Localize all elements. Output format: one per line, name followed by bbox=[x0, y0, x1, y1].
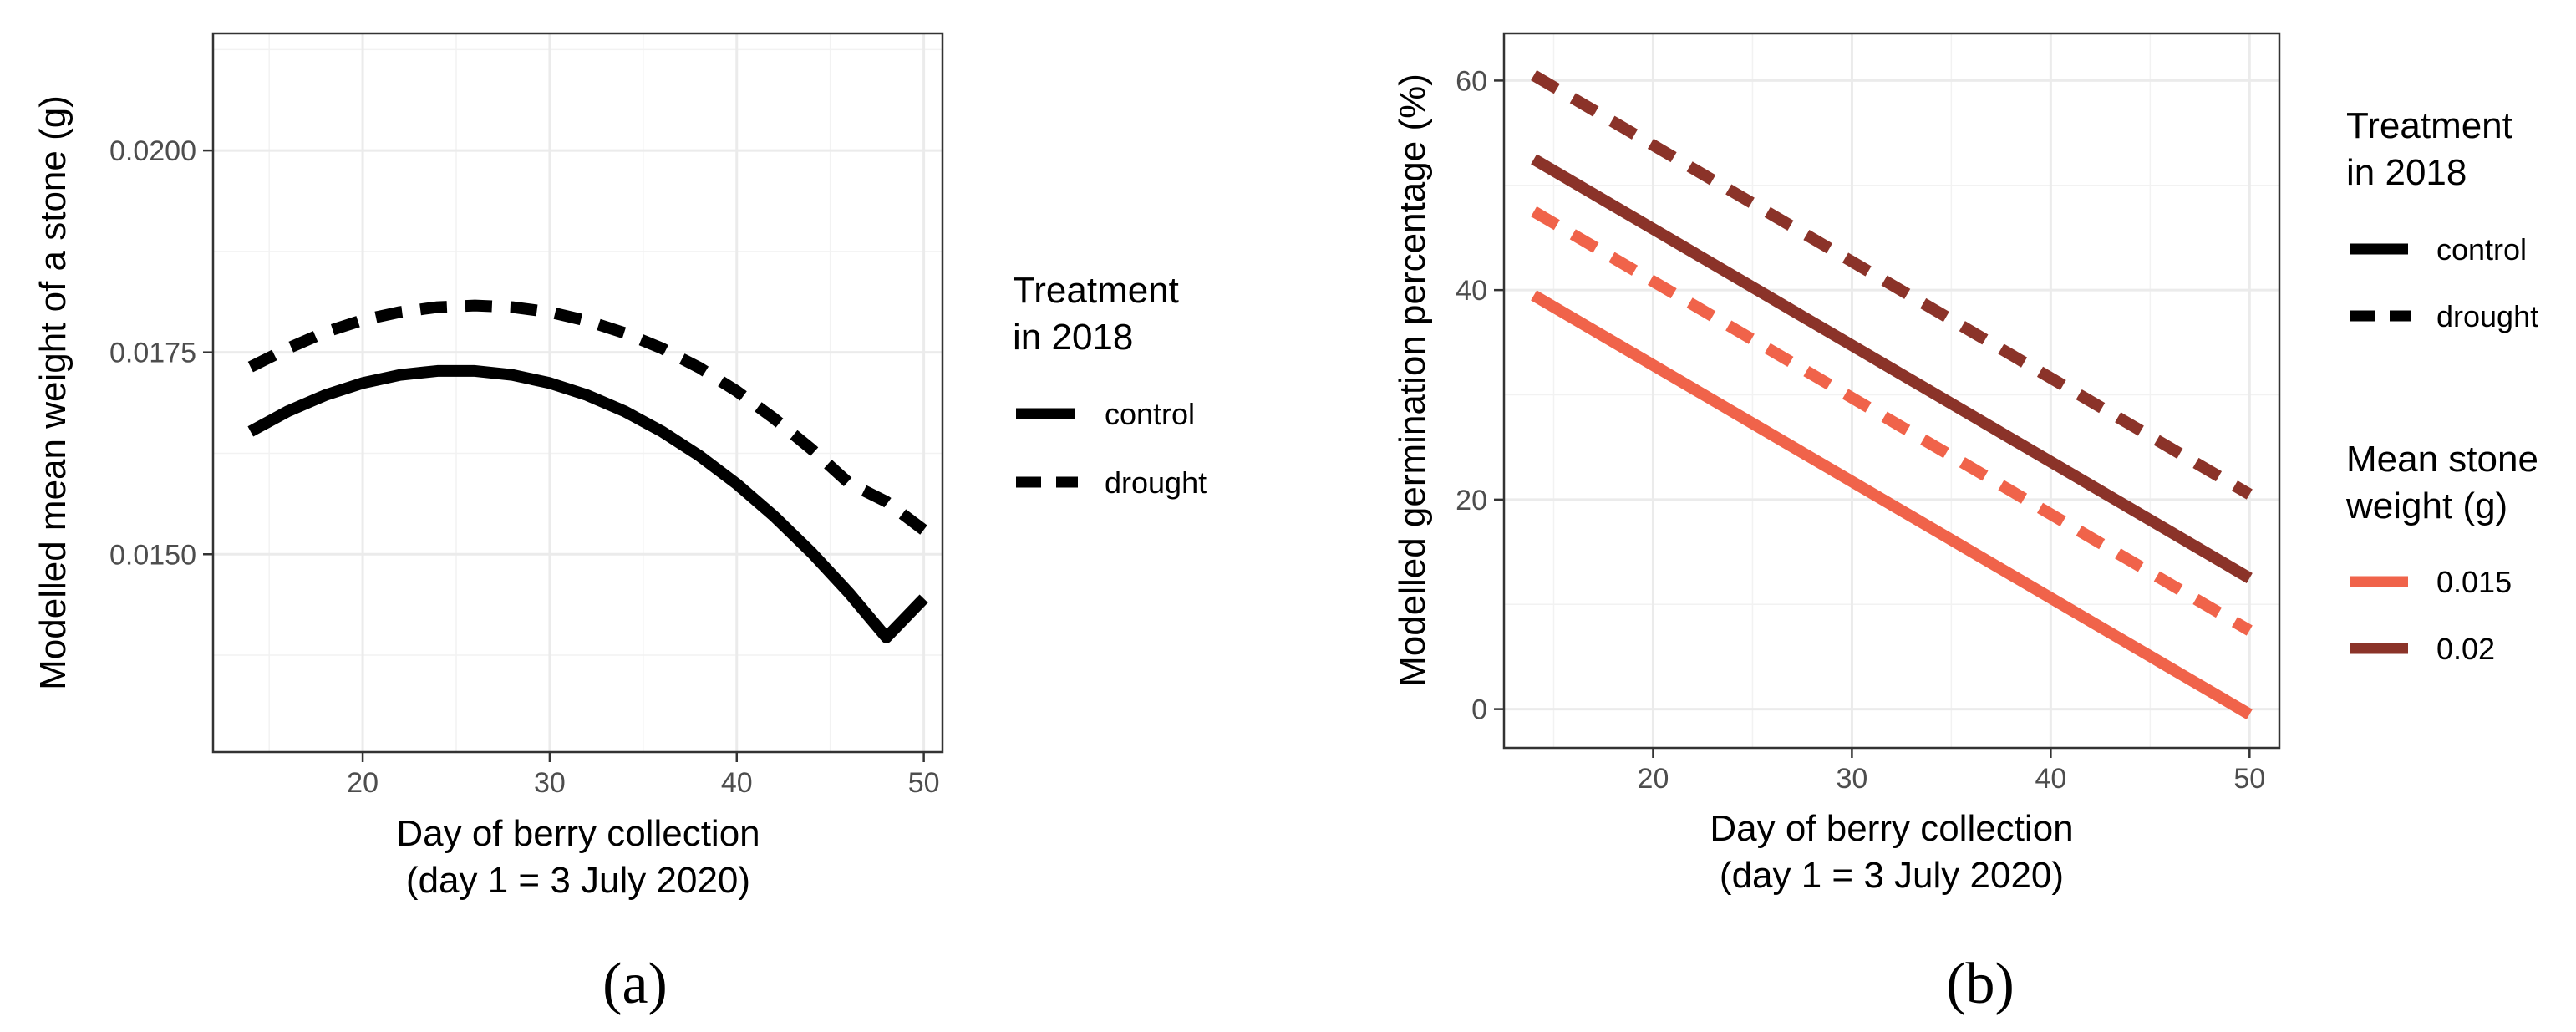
chart-b-plot-border bbox=[1502, 32, 2281, 750]
chart-b-x-tick-label: 20 bbox=[1638, 763, 1669, 795]
chart-b-x-axis-title-line1: Day of berry collection bbox=[1710, 808, 2073, 849]
chart-a-y-tick-label: 0.0175 bbox=[109, 338, 196, 369]
chart-a-x-tick-label: 40 bbox=[721, 767, 753, 799]
chart-a-series-drought bbox=[247, 299, 927, 535]
chart-b-panel-label: (b) bbox=[1946, 952, 2015, 1016]
chart-a-x-tick-label: 20 bbox=[347, 767, 379, 799]
chart-b-legend-title2-line2: weight (g) bbox=[2345, 485, 2507, 526]
chart-a-series bbox=[247, 299, 928, 643]
chart-b-x-tick-label: 50 bbox=[2233, 763, 2265, 795]
chart-b-series bbox=[1531, 70, 2253, 719]
chart-a-legend-title-line2: in 2018 bbox=[1013, 317, 1133, 358]
chart-b-series-control-0.015 bbox=[1531, 290, 2253, 719]
chart-a-legend-title-line1: Treatment bbox=[1013, 270, 1179, 311]
chart-b-series-control-0.02 bbox=[1531, 154, 2253, 583]
chart-a-legend-label-drought: drought bbox=[1105, 465, 1207, 500]
chart-b-legend-label-0.015: 0.015 bbox=[2436, 565, 2512, 599]
chart-b-legend-label-drought: drought bbox=[2436, 299, 2538, 333]
chart-b-legend-label-0.02: 0.02 bbox=[2436, 632, 2495, 666]
chart-a-legend-label-control: control bbox=[1105, 397, 1195, 431]
chart-a-y-tick-label: 0.0150 bbox=[109, 539, 196, 571]
chart-b-ticks: 20 30 40 50 0 20 40 60 bbox=[1456, 65, 2265, 795]
chart-a-plot-border bbox=[211, 32, 944, 754]
chart-b-x-axis-title-line2: (day 1 = 3 July 2020) bbox=[1720, 855, 2064, 896]
chart-b-gridlines bbox=[1504, 33, 2279, 748]
chart-b: 20 30 40 50 0 20 40 60 Modelled germination per… bbox=[1392, 32, 2538, 1016]
chart-b-legend: Treatment in 2018 control drought Mean s… bbox=[2345, 105, 2538, 666]
chart-a-panel-label: (a) bbox=[602, 952, 668, 1016]
chart-a-x-tick-label: 30 bbox=[534, 767, 566, 799]
chart-b-legend-title-line1: Treatment bbox=[2346, 105, 2512, 146]
chart-b-y-tick-label: 40 bbox=[1456, 275, 1487, 307]
chart-b-series-drought-0.02 bbox=[1531, 70, 2253, 500]
chart-b-y-tick-label: 60 bbox=[1456, 65, 1487, 97]
chart-b-x-tick-label: 40 bbox=[2035, 763, 2066, 795]
chart-a-x-axis-title-line2: (day 1 = 3 July 2020) bbox=[406, 860, 750, 901]
chart-b-series-drought-0.015 bbox=[1531, 206, 2253, 636]
chart-b-y-tick-label: 0 bbox=[1471, 694, 1487, 726]
chart-a-y-tick-label: 0.0200 bbox=[109, 135, 196, 167]
chart-b-legend-title-line2: in 2018 bbox=[2346, 152, 2467, 193]
chart-a: 20 30 40 50 0.0150 0.0175 0.0200 Modelled mean… bbox=[33, 32, 1207, 1016]
chart-a-y-axis-title: Modelled mean weight of a stone (g) bbox=[33, 95, 74, 690]
chart-b-legend-title2-line1: Mean stone bbox=[2346, 439, 2538, 480]
chart-a-x-axis-title-line1: Day of berry collection bbox=[396, 813, 760, 854]
chart-a-series-control bbox=[247, 364, 928, 643]
chart-b-y-axis-title: Modelled germination percentage (%) bbox=[1392, 74, 1433, 687]
chart-a-ticks: 20 30 40 50 0.0150 0.0175 0.0200 bbox=[109, 135, 940, 799]
chart-b-y-tick-label: 20 bbox=[1456, 485, 1487, 516]
chart-a-x-tick-label: 50 bbox=[908, 767, 940, 799]
chart-a-legend: Treatment in 2018 control drought bbox=[1013, 270, 1207, 500]
chart-b-legend-label-control: control bbox=[2436, 232, 2527, 267]
chart-b-plot-background bbox=[1504, 33, 2279, 748]
chart-b-x-tick-label: 30 bbox=[1836, 763, 1867, 795]
